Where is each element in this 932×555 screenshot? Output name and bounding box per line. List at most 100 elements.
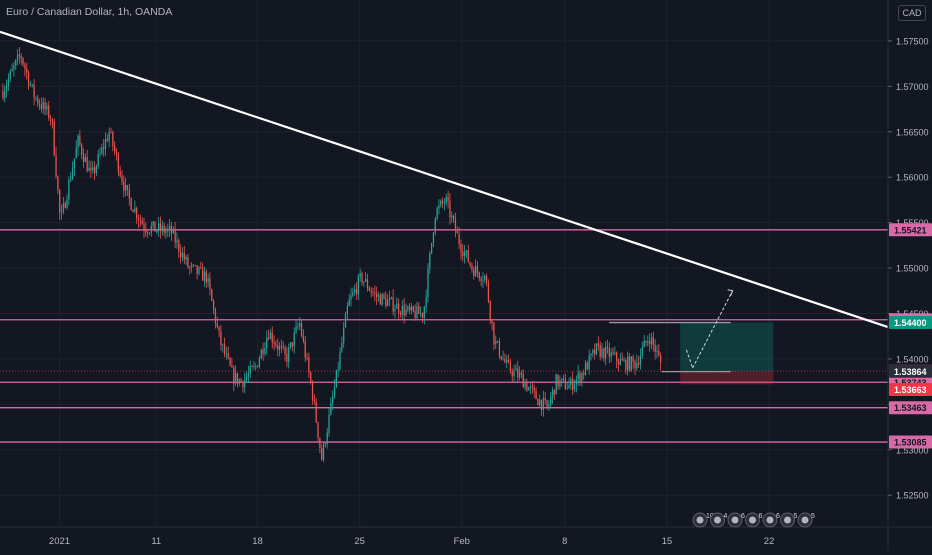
candle-body (154, 221, 156, 232)
candle-body (33, 84, 35, 98)
candle-body (495, 341, 497, 345)
candle-body (269, 332, 272, 339)
candle-body (11, 69, 13, 72)
candle-body (126, 185, 129, 190)
candle-body (66, 199, 68, 208)
candle-body (313, 399, 316, 402)
candle-body (88, 167, 90, 172)
candle-body (90, 167, 92, 170)
candle-body (190, 264, 193, 268)
time-axis[interactable] (0, 527, 888, 550)
candle-body (628, 356, 631, 371)
event-flag-icon (784, 516, 791, 524)
candle-body (31, 84, 33, 86)
candle-body (500, 356, 502, 360)
candle-body (570, 378, 572, 386)
candle-body (24, 64, 26, 69)
candle-body (617, 361, 620, 365)
candle-body (229, 357, 231, 366)
candle-body (370, 290, 372, 293)
candle-body (273, 342, 275, 344)
candle-body (104, 139, 107, 149)
candle-body (355, 289, 358, 295)
candle-body (509, 362, 512, 372)
candle-body (60, 212, 63, 213)
candle-body (267, 337, 270, 339)
candle-body (605, 346, 607, 359)
candle-body (575, 378, 578, 385)
candle-body (528, 387, 530, 391)
candle-body (456, 231, 458, 234)
candle-body (75, 147, 77, 159)
candle-body (566, 388, 568, 390)
candle-body (207, 278, 209, 283)
candle-body (7, 78, 10, 86)
candle-body (143, 224, 145, 231)
currency-badge[interactable]: CAD (898, 5, 926, 21)
candle-body (551, 389, 554, 398)
candle-body (152, 221, 154, 227)
price-tick-label: 1.56500 (896, 127, 929, 137)
candle-body (374, 292, 376, 294)
candle-body (266, 337, 268, 349)
candle-body (649, 341, 651, 345)
candle-body (583, 372, 585, 375)
candle-body (211, 289, 213, 301)
candle-body (251, 366, 253, 368)
candle-body (326, 432, 328, 444)
candle-body (121, 175, 123, 182)
candle-body (125, 185, 127, 191)
candle-body (423, 306, 425, 318)
marker-price-label: 1.53663 (894, 385, 927, 395)
candle-body (632, 356, 634, 362)
candle-body (330, 402, 332, 415)
level-price-label: 1.53085 (894, 438, 927, 448)
projection-arrow[interactable] (692, 290, 734, 369)
candle-body (660, 355, 662, 363)
candle-body (51, 119, 54, 122)
candle-body (147, 232, 149, 234)
candle-body (71, 168, 74, 180)
candle-body (141, 220, 143, 225)
time-tick-label: 8 (562, 536, 567, 547)
candle-body (82, 154, 85, 163)
candle-body (361, 273, 363, 283)
candle-body (473, 269, 475, 277)
candle-body (462, 251, 464, 256)
candle-body (128, 189, 130, 199)
candle-body (288, 347, 290, 362)
candle-body (522, 373, 524, 388)
candle-body (304, 340, 306, 358)
candle-body (616, 352, 618, 362)
candle-body (187, 257, 189, 268)
candle-body (471, 265, 473, 270)
trendline[interactable] (0, 30, 889, 329)
candle-body (209, 278, 211, 290)
candle-body (436, 208, 438, 219)
event-flag-icon (696, 516, 704, 524)
candle-body (398, 303, 400, 314)
candle-body (520, 372, 523, 374)
candle-body (284, 347, 286, 355)
candle-body (258, 358, 261, 368)
candle-body (405, 309, 407, 316)
profit-zone[interactable] (680, 322, 774, 372)
candle-body (449, 200, 451, 218)
candle-body (176, 240, 178, 243)
candle-body (469, 262, 471, 266)
loss-zone[interactable] (680, 371, 774, 385)
candle-body (278, 346, 281, 350)
candle-body (610, 352, 612, 357)
candle-body (185, 257, 187, 260)
candle-body (343, 327, 345, 343)
candle-body (561, 378, 563, 381)
marker-price-label-bg (889, 383, 932, 397)
candle-body (416, 306, 418, 319)
candle-body (467, 250, 469, 263)
candle-body (84, 157, 87, 163)
price-axis[interactable] (888, 0, 932, 550)
candle-body (363, 281, 365, 283)
projection-arrow[interactable] (685, 349, 694, 369)
